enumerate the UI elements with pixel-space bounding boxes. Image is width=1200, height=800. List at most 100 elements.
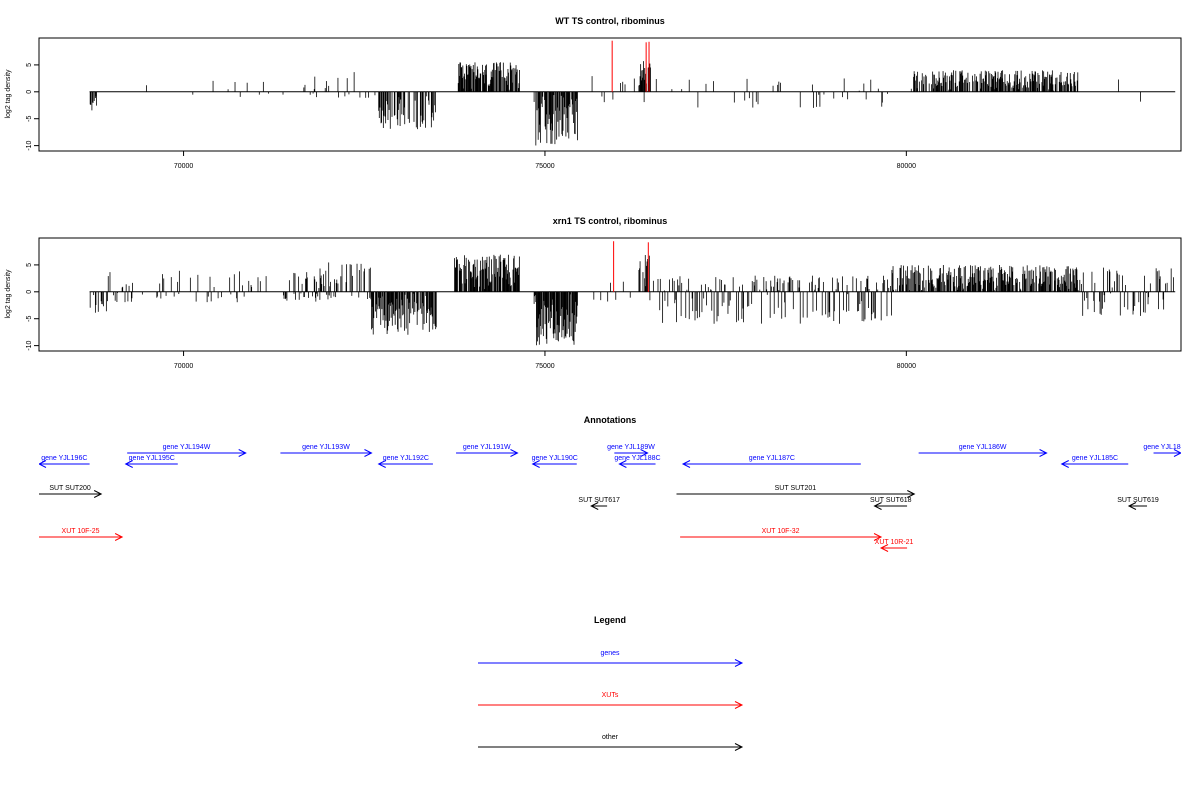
- feature-arrow-head: [873, 533, 883, 541]
- feature-arrow-head: [39, 460, 47, 468]
- feature-label: gene YJL191W: [463, 444, 511, 451]
- wt-density-panel: WT TS control, ribominus log2 tag densit…: [5, 16, 1182, 170]
- feature-label: gene YJL196C: [41, 455, 87, 462]
- feature-label: XUT 10R-21: [875, 539, 914, 546]
- annotation-feature: gene YJL193W: [280, 444, 373, 457]
- legend-items: genes XUTs other: [478, 650, 744, 751]
- feature-arrow-head: [1127, 502, 1137, 510]
- wt-y-axis: 5 0 -5 -10: [26, 63, 39, 151]
- xrn1-y-axis: 5 0 -5 -10: [26, 263, 39, 351]
- feature-arrow-head: [377, 460, 386, 468]
- legend-item: genes: [478, 650, 744, 667]
- feature-arrow-head: [618, 460, 627, 468]
- y-tick-label: -5: [26, 116, 33, 122]
- feature-arrow-head: [640, 449, 649, 457]
- feature-arrow-head: [681, 460, 691, 468]
- feature-label: gene YJL188C: [614, 455, 660, 462]
- annotation-features: gene YJL196C gene YJL195C gene YJL194W gene…: [39, 444, 1191, 552]
- feature-label: gene YJL184W: [1143, 444, 1191, 451]
- annotation-feature: gene YJL195C: [124, 455, 178, 468]
- xrn1-density-panel: xrn1 TS control, ribominus log2 tag dens…: [5, 216, 1182, 370]
- annotation-feature: XUT 10R-21: [875, 539, 914, 552]
- legend-item: XUTs: [478, 692, 744, 709]
- y-tick-label: -5: [26, 316, 33, 322]
- annotation-feature: XUT 10F-25: [39, 528, 124, 541]
- x-tick-label: 80000: [897, 363, 917, 370]
- annotation-feature: gene YJL184W: [1143, 444, 1191, 457]
- feature-label: SUT SUT200: [49, 485, 91, 492]
- legend-label: XUTs: [602, 692, 619, 699]
- legend-item: other: [478, 734, 744, 751]
- feature-arrow-head: [1039, 449, 1048, 457]
- wt-y-axis-label: log2 tag density: [5, 69, 12, 119]
- feature-label: gene YJL190C: [532, 455, 578, 462]
- annotation-feature: SUT SUT201: [676, 485, 916, 498]
- feature-label: gene YJL192C: [383, 455, 429, 462]
- feature-label: gene YJL194W: [163, 444, 211, 451]
- legend-title: Legend: [594, 615, 626, 625]
- feature-arrow-head: [879, 544, 889, 552]
- feature-arrow-head: [93, 490, 103, 498]
- feature-arrow-head: [873, 502, 882, 510]
- y-tick-label: 0: [26, 290, 33, 294]
- xrn1-x-axis: 70000 75000 80000: [174, 351, 916, 370]
- feature-label: gene YJL185C: [1072, 455, 1118, 462]
- annotation-feature: gene YJL189W: [607, 444, 655, 457]
- annotation-feature: gene YJL196C: [39, 455, 90, 468]
- feature-label: XUT 10F-25: [62, 528, 100, 535]
- legend-label: genes: [600, 650, 620, 657]
- feature-label: gene YJL186W: [959, 444, 1007, 451]
- feature-arrow-head: [1173, 449, 1181, 457]
- feature-arrow-head: [124, 460, 133, 468]
- annotation-feature: gene YJL188C: [614, 455, 661, 468]
- xrn1-bars: [89, 241, 1176, 346]
- annotation-feature: gene YJL190C: [531, 455, 578, 468]
- x-tick-label: 70000: [174, 163, 194, 170]
- annotation-feature: SUT SUT619: [1117, 497, 1159, 510]
- x-tick-label: 80000: [897, 163, 917, 170]
- annotation-feature: gene YJL185C: [1060, 455, 1129, 468]
- annotations-track: Annotations gene YJL196C gene YJL195Cgene…: [39, 415, 1191, 552]
- annotation-feature: XUT 10F-32: [680, 528, 883, 541]
- wt-panel-title: WT TS control, ribominus: [555, 16, 665, 26]
- feature-label: XUT 10F-32: [762, 528, 800, 535]
- annotation-feature: gene YJL191W: [456, 444, 519, 457]
- feature-label: SUT SUT618: [870, 497, 912, 504]
- feature-arrow-head: [1060, 460, 1069, 468]
- annotation-feature: gene YJL187C: [681, 455, 861, 468]
- x-tick-label: 75000: [535, 163, 555, 170]
- xrn1-y-axis-label: log2 tag density: [5, 269, 12, 319]
- annotation-feature: gene YJL192C: [377, 455, 433, 468]
- feature-label: gene YJL187C: [749, 455, 795, 462]
- feature-arrow-head: [238, 449, 247, 457]
- legend-arrow-head: [734, 659, 744, 667]
- legend-label: other: [602, 734, 619, 741]
- wt-x-axis: 70000 75000 80000: [174, 151, 916, 170]
- feature-arrow-head: [364, 449, 373, 457]
- annotation-feature: SUT SUT200: [39, 485, 103, 498]
- feature-label: gene YJL195C: [129, 455, 175, 462]
- feature-arrow-head: [590, 502, 599, 510]
- annotation-feature: SUT SUT618: [870, 497, 912, 510]
- x-tick-label: 70000: [174, 363, 194, 370]
- y-tick-label: 5: [26, 263, 33, 267]
- feature-label: gene YJL193W: [302, 444, 350, 451]
- legend: Legend genes XUTs other: [478, 615, 744, 751]
- feature-arrow-head: [907, 490, 916, 498]
- annotation-feature: gene YJL194W: [127, 444, 247, 457]
- xrn1-panel-title: xrn1 TS control, ribominus: [553, 216, 668, 226]
- feature-label: SUT SUT617: [578, 497, 620, 504]
- annotation-feature: SUT SUT617: [578, 497, 620, 510]
- feature-label: gene YJL189W: [607, 444, 655, 451]
- legend-arrow-head: [734, 701, 744, 709]
- wt-bars: [89, 40, 1176, 146]
- feature-arrow-head: [531, 460, 540, 468]
- feature-arrow-head: [114, 533, 124, 541]
- y-tick-label: -10: [26, 140, 33, 150]
- y-tick-label: 5: [26, 63, 33, 67]
- xrn1-plot-frame: [38, 237, 1182, 352]
- y-tick-label: 0: [26, 90, 33, 94]
- annotations-title: Annotations: [584, 415, 637, 425]
- feature-arrow-head: [510, 449, 519, 457]
